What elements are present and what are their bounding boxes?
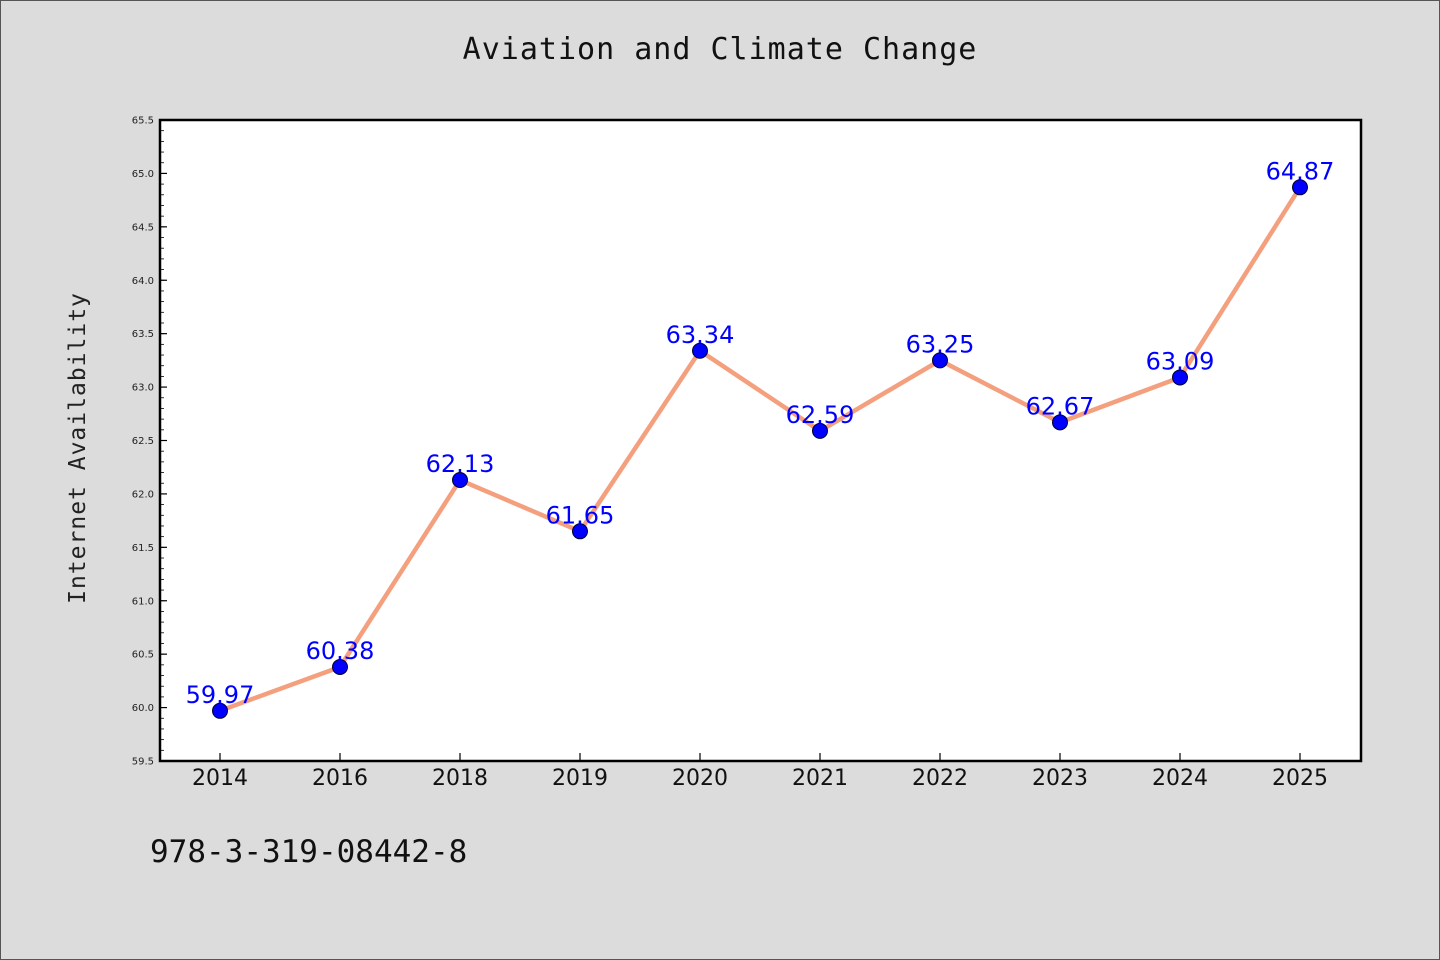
y-tick-label: 65.5: [132, 116, 154, 127]
data-point-marker: [812, 422, 828, 439]
data-point-marker: [452, 472, 468, 489]
data-point-marker: [1052, 414, 1068, 431]
y-tick-label: 64.5: [132, 222, 154, 233]
chart-title: Aviation and Climate Change: [462, 32, 978, 67]
x-tick-label: 2022: [912, 766, 968, 791]
y-tick-label: 60.5: [132, 650, 154, 661]
x-tick-label: 2024: [1152, 766, 1208, 791]
data-point-marker: [1292, 179, 1308, 196]
x-tick-label: 2014: [192, 766, 248, 791]
y-axis: 59.5 60.0 60.5 61.0 61.5 62.0 62.5 63.0 63.5 64.0…: [132, 116, 167, 768]
series-line: [217, 185, 1303, 714]
y-tick-label: 63.0: [132, 383, 154, 394]
plot-area: [158, 118, 1363, 763]
y-tick-label: 62.0: [132, 489, 154, 500]
series-line-group: [212, 179, 1308, 719]
data-label: 62.67: [1026, 392, 1095, 420]
data-label: 59.97: [186, 681, 255, 709]
y-tick-label: 64.0: [132, 276, 154, 287]
x-axis: 2014 2016 2018 2019 2020 2021 2022 2023 2024 2025: [192, 753, 1328, 791]
data-label: 62.13: [426, 450, 495, 478]
data-point-marker: [572, 523, 588, 540]
isbn-text: 978-3-319-08442-8: [150, 834, 468, 870]
data-label: 63.34: [666, 321, 735, 349]
data-label: 62.59: [786, 401, 855, 429]
x-tick-label: 2023: [1032, 766, 1088, 791]
data-point-marker: [212, 702, 228, 719]
x-tick-label: 2025: [1272, 766, 1328, 791]
x-tick-label: 2018: [432, 766, 488, 791]
x-tick-label: 2021: [792, 766, 848, 791]
y-tick-label: 63.5: [132, 329, 154, 340]
y-tick-label: 61.5: [132, 543, 154, 554]
y-tick-label: 61.0: [132, 596, 154, 607]
x-tick-label: 2019: [552, 766, 608, 791]
data-label: 63.09: [1146, 347, 1215, 375]
data-point-marker: [692, 342, 708, 359]
y-axis-label: Internet Availability: [65, 292, 91, 604]
data-point-marker: [1172, 369, 1188, 386]
data-point-marker: [932, 352, 948, 369]
y-tick-label: 60.0: [132, 703, 154, 714]
data-label-group: 59.97 60.38 62.13 61.65 63.34 62.59 63.25 62.67…: [186, 157, 1335, 708]
data-label: 63.25: [906, 330, 975, 358]
y-tick-label: 62.5: [132, 436, 154, 447]
y-tick-label: 59.5: [132, 757, 154, 768]
data-label: 60.38: [306, 637, 375, 665]
data-label: 64.87: [1266, 157, 1335, 185]
y-tick-label: 65.0: [132, 169, 154, 180]
data-label: 61.65: [546, 501, 615, 529]
x-tick-label: 2020: [672, 766, 728, 791]
data-point-marker: [332, 658, 348, 675]
x-tick-label: 2016: [312, 766, 368, 791]
